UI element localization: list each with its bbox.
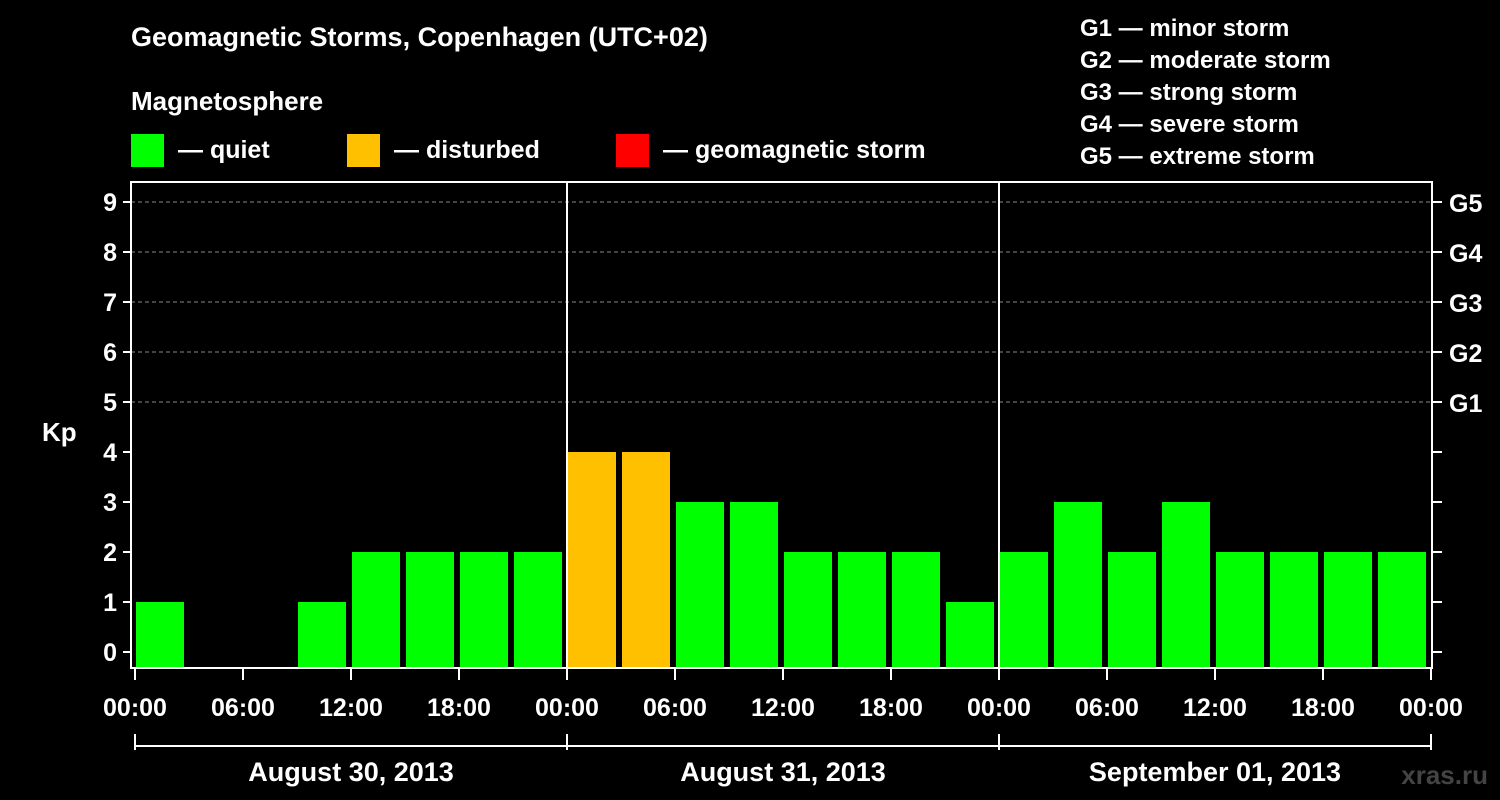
storm-level-label: G3 xyxy=(1449,290,1482,318)
kp-bar xyxy=(784,552,832,668)
day-label: September 01, 2013 xyxy=(1089,757,1341,787)
legend-heading: Magnetosphere xyxy=(131,86,324,116)
y-tick-label: 7 xyxy=(103,289,117,317)
y-tick-label: 9 xyxy=(103,189,117,217)
day-label: August 30, 2013 xyxy=(248,757,454,787)
x-tick-label: 06:00 xyxy=(1075,694,1139,722)
legend-swatch-quiet xyxy=(131,133,164,167)
legend-label-storm: — geomagnetic storm xyxy=(663,135,926,164)
storm-level-label: G1 xyxy=(1449,390,1482,418)
y-axis-label: Kp xyxy=(42,417,77,447)
kp-bar xyxy=(1216,552,1264,668)
storm-scale-g3: G3 — strong storm xyxy=(1080,79,1298,106)
legend-label-disturbed: — disturbed xyxy=(394,135,540,164)
kp-bar xyxy=(568,452,616,668)
kp-bar xyxy=(622,452,670,668)
x-tick-label: 00:00 xyxy=(1399,694,1463,722)
storm-level-label: G2 xyxy=(1449,340,1482,368)
kp-bar xyxy=(136,602,184,668)
kp-bar xyxy=(946,602,994,668)
y-tick-label: 2 xyxy=(103,539,117,567)
storm-scale-g1: G1 — minor storm xyxy=(1080,15,1290,42)
kp-bar xyxy=(730,502,778,668)
legend-item-disturbed: — disturbed xyxy=(347,133,540,167)
x-tick-label: 06:00 xyxy=(211,694,275,722)
storm-level-label: G5 xyxy=(1449,190,1482,218)
kp-bar xyxy=(298,602,346,668)
plot-frame xyxy=(130,181,1433,669)
kp-bar xyxy=(1270,552,1318,668)
x-tick-label: 12:00 xyxy=(319,694,383,722)
day-label: August 31, 2013 xyxy=(680,757,886,787)
kp-bar xyxy=(676,502,724,668)
kp-bar xyxy=(1000,552,1048,668)
x-tick-label: 18:00 xyxy=(859,694,923,722)
storm-scale-g5: G5 — extreme storm xyxy=(1080,143,1315,170)
kp-bar xyxy=(406,552,454,668)
y-tick-label: 3 xyxy=(103,489,117,517)
kp-bar xyxy=(352,552,400,668)
kp-bar xyxy=(838,552,886,668)
y-tick-label: 5 xyxy=(103,389,117,417)
kp-bar xyxy=(1378,552,1426,668)
x-tick-label: 12:00 xyxy=(751,694,815,722)
kp-bar xyxy=(892,552,940,668)
storm-scale-list: G1 — minor storm G2 — moderate storm G3 … xyxy=(1080,13,1331,173)
x-tick-label: 00:00 xyxy=(967,694,1031,722)
legend-swatch-storm xyxy=(616,133,649,167)
kp-bar xyxy=(1054,502,1102,668)
y-tick-label: 0 xyxy=(103,639,117,667)
x-tick-label: 12:00 xyxy=(1183,694,1247,722)
kp-bar xyxy=(514,552,562,668)
legend-item-quiet: — quiet xyxy=(131,133,270,167)
y-tick-label: 1 xyxy=(103,589,117,617)
watermark: xras.ru xyxy=(1401,760,1488,790)
storm-level-label: G4 xyxy=(1449,240,1482,268)
storm-scale-g2: G2 — moderate storm xyxy=(1080,47,1331,74)
x-tick-label: 00:00 xyxy=(535,694,599,722)
storm-scale-g4: G4 — severe storm xyxy=(1080,111,1299,138)
legend-label-quiet: — quiet xyxy=(178,135,270,164)
chart-title: Geomagnetic Storms, Copenhagen (UTC+02) xyxy=(131,22,708,52)
x-tick-label: 00:00 xyxy=(103,694,167,722)
y-tick-label: 8 xyxy=(103,239,117,267)
kp-bar xyxy=(460,552,508,668)
legend-item-storm: — geomagnetic storm xyxy=(616,133,926,167)
y-tick-label: 4 xyxy=(103,439,117,467)
legend-swatch-disturbed xyxy=(347,133,380,167)
kp-bar xyxy=(1324,552,1372,668)
x-tick-label: 06:00 xyxy=(643,694,707,722)
x-tick-label: 18:00 xyxy=(1291,694,1355,722)
kp-bar xyxy=(1162,502,1210,668)
x-tick-label: 18:00 xyxy=(427,694,491,722)
y-tick-label: 6 xyxy=(103,339,117,367)
kp-bar xyxy=(1108,552,1156,668)
